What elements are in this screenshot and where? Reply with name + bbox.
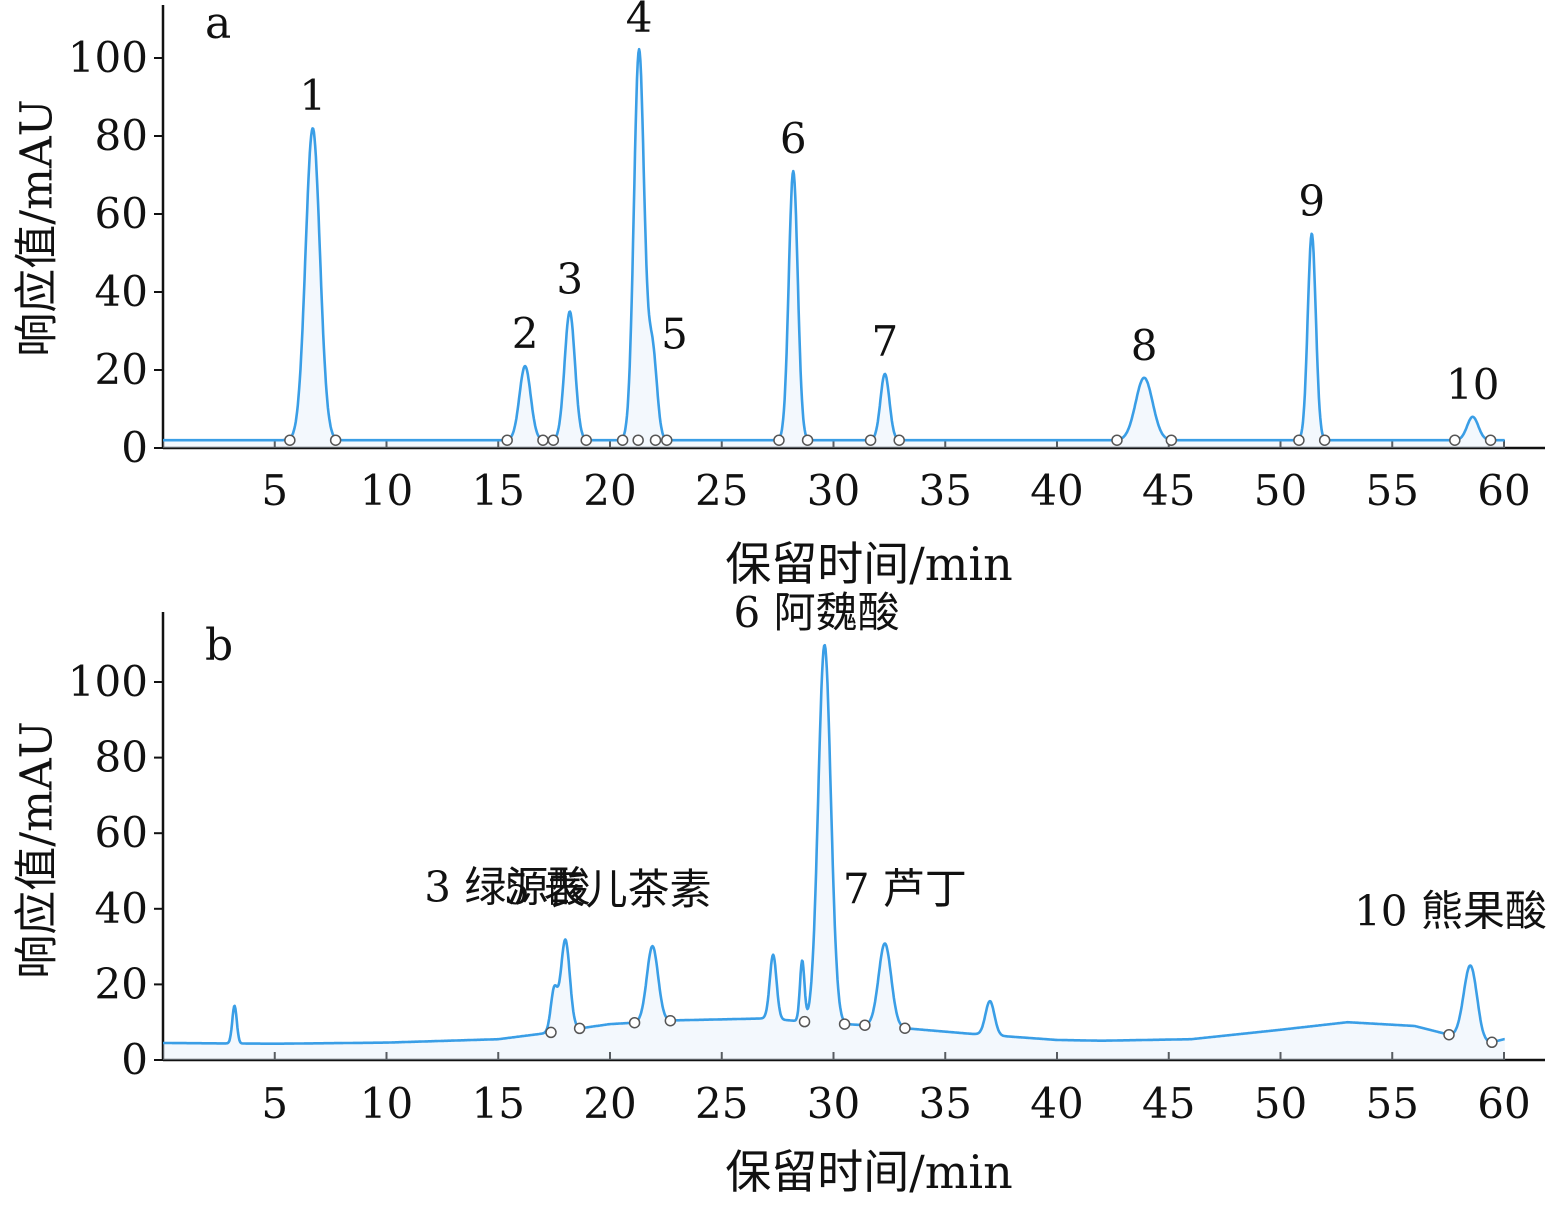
integration-marker [1111,434,1123,446]
y-tick-label: 100 [68,657,148,706]
x-tick-label: 40 [1030,466,1083,515]
peak-label: 7 [872,317,899,366]
x-tick-label: 35 [919,1079,972,1128]
integration-marker [1443,1028,1455,1041]
signal-area [163,645,1506,1060]
peak-label: 3 绿源酸 [424,863,590,912]
y-tick-label: 0 [121,1035,148,1084]
signal-area [163,49,1506,448]
peak-label: 5 表儿茶素 [503,865,711,914]
peak-label: 7 芦丁 [843,864,967,913]
peak-label: 2 [512,309,539,358]
x-tick-label: 20 [583,466,636,515]
signal-trace-b [162,643,1506,1045]
peak-label: 6 [780,114,807,163]
integration-marker [1486,1036,1498,1049]
integration-marker [801,434,814,446]
integration-marker [859,1019,871,1031]
integration-marker [773,434,785,446]
integration-marker [547,434,560,446]
x-tick-label: 15 [472,466,525,515]
x-tick-label: 55 [1366,1079,1419,1128]
integration-marker [501,434,513,446]
x-tick-label: 35 [919,466,972,515]
y-tick-label: 40 [95,267,148,316]
integration-marker [899,1022,911,1034]
y-tick-label: 20 [95,345,148,394]
y-tick-label: 80 [95,111,148,160]
x-tick-label: 60 [1477,466,1530,515]
integration-marker [838,1018,851,1030]
x-tick-label: 30 [807,1079,860,1128]
integration-marker [798,1015,811,1028]
y-tick-label: 100 [68,33,148,82]
x-tick-label: 55 [1366,466,1419,515]
integration-marker [664,1014,677,1027]
x-tick-label: 45 [1142,466,1195,515]
y-tick-label: 0 [121,423,148,472]
chart-panel-b: 0 20 40 60 80 100 5 10 15 20 25 30 35 40 45 50 55 60 保留时间/… [12,588,1547,1199]
x-tick-label: 15 [472,1079,525,1128]
panel-label: a [205,0,231,49]
integration-marker [661,434,673,446]
integration-marker [284,434,296,446]
x-tick-label: 60 [1477,1079,1530,1128]
x-tick-label: 45 [1142,1079,1195,1128]
x-tick-label: 25 [695,1079,748,1128]
integration-marker [537,434,549,446]
x-tick-label: 10 [360,466,413,515]
integration-marker [545,1026,557,1039]
peak-label: 8 [1131,321,1158,370]
integration-marker [864,434,877,446]
integration-marker [649,434,662,446]
y-tick-label: 60 [95,189,148,238]
x-axis-label: 保留时间/min [725,537,1012,591]
integration-marker [616,434,629,446]
integration-marker [632,434,644,446]
peak-label: 10 熊果酸 [1354,887,1547,936]
integration-marker [628,1016,641,1029]
integration-marker [1484,434,1497,446]
integration-marker [1318,434,1331,446]
peak-label: 10 [1446,360,1499,409]
integration-marker [1165,434,1178,446]
integration-marker [329,434,342,446]
y-tick-label: 40 [95,884,148,933]
x-axis-label: 保留时间/min [725,1145,1012,1199]
panel-label: b [205,620,233,671]
y-tick-label: 20 [95,959,148,1008]
x-tick-label: 20 [583,1079,636,1128]
x-tick-label: 5 [261,1079,288,1128]
x-tick-label: 50 [1254,1079,1307,1128]
peak-label: 1 [299,71,326,120]
peak-label: 6 阿魏酸 [734,588,900,637]
peak-label: 9 [1298,177,1325,226]
x-tick-label: 30 [807,466,860,515]
x-tick-label: 50 [1254,466,1307,515]
integration-marker [573,1022,586,1035]
x-tick-label: 40 [1030,1079,1083,1128]
peak-label: 4 [626,0,653,42]
integration-marker [580,434,592,446]
integration-marker [893,434,905,446]
x-tick-label: 5 [261,466,288,515]
integration-marker [1449,434,1461,446]
y-tick-label: 80 [95,733,148,782]
y-axis-label: 响应值/mAU [12,721,63,978]
x-tick-label: 10 [360,1079,413,1128]
peak-label: 5 [661,310,688,359]
y-tick-label: 60 [95,808,148,857]
integration-marker [1293,434,1305,446]
y-axis-label: 响应值/mAU [12,99,63,356]
x-tick-label: 25 [695,466,748,515]
signal-trace-a [162,47,1506,442]
peak-label: 3 [556,255,583,304]
